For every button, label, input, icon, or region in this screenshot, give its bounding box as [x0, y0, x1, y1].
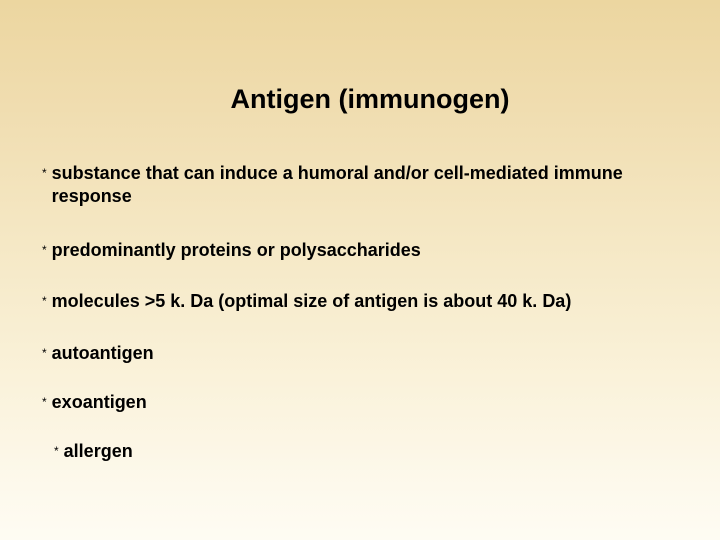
bullet-marker: * [42, 294, 47, 310]
bullet-text: exoantigen [52, 391, 690, 414]
bullet-text: allergen [64, 440, 690, 463]
slide-title: Antigen (immunogen) [0, 84, 720, 115]
bullet-item: * substance that can induce a humoral an… [42, 162, 690, 209]
bullet-marker: * [54, 444, 59, 460]
bullet-marker: * [42, 395, 47, 411]
bullet-list: * substance that can induce a humoral an… [42, 162, 690, 490]
bullet-marker: * [42, 346, 47, 362]
bullet-marker: * [42, 243, 47, 259]
slide-container: Antigen (immunogen) * substance that can… [0, 0, 720, 540]
bullet-item: * predominantly proteins or polysacchari… [42, 239, 690, 262]
bullet-text: molecules >5 k. Da (optimal size of anti… [52, 290, 690, 313]
bullet-text: predominantly proteins or polysaccharide… [52, 239, 690, 262]
bullet-item: * allergen [54, 440, 690, 463]
bullet-item: * molecules >5 k. Da (optimal size of an… [42, 290, 690, 313]
bullet-item: * autoantigen [42, 342, 690, 365]
bullet-marker: * [42, 166, 47, 182]
bullet-text: substance that can induce a humoral and/… [52, 162, 690, 209]
bullet-text: autoantigen [52, 342, 690, 365]
bullet-item: * exoantigen [42, 391, 690, 414]
